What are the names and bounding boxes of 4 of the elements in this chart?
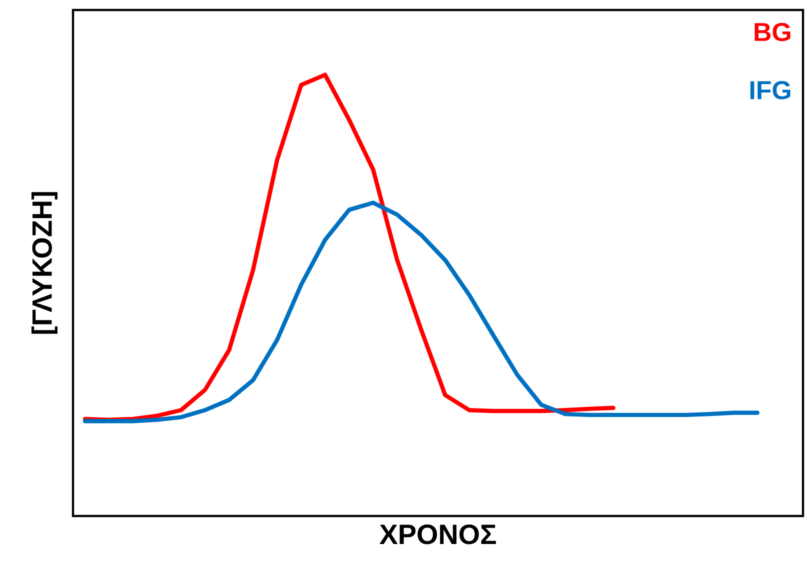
text: IFG: [750, 81, 790, 100]
x-axis-title: ΧΡΟΝΟΣ: [380, 524, 496, 544]
y-axis-title: [ΓΛΥΚΟΖΗ]: [31, 192, 58, 334]
text: BG: [754, 22, 790, 42]
